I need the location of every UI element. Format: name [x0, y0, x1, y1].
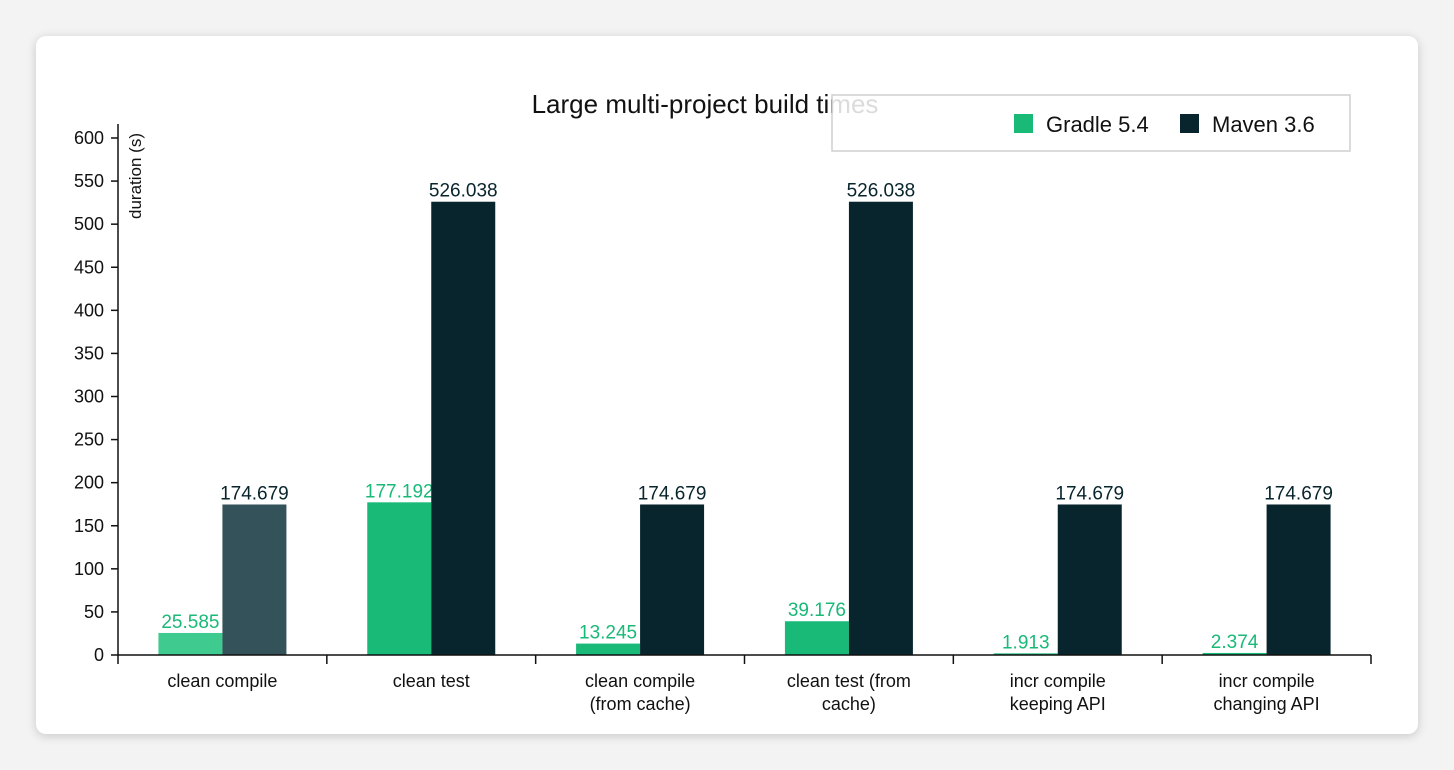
maven-bar[interactable]: [848, 201, 913, 655]
maven-value-label: 174.679: [1264, 483, 1333, 504]
y-tick-label: 100: [74, 559, 104, 579]
y-tick-label: 350: [74, 343, 104, 363]
bars-group: 25.585 174.679 177.192 526.038 13.245 174.679…: [158, 181, 1333, 655]
chart-card: Large multi-project build times Gradle 5…: [36, 36, 1418, 734]
y-tick-label: 150: [74, 516, 104, 536]
maven-value-label: 174.679: [638, 483, 707, 504]
maven-value-label: 526.038: [847, 181, 916, 202]
gradle-value-label: 2.374: [1211, 632, 1259, 653]
y-tick-label: 200: [74, 473, 104, 493]
gradle-value-label: 39.176: [788, 600, 846, 621]
gradle-bar[interactable]: [367, 502, 432, 655]
y-tick-label: 450: [74, 257, 104, 277]
x-category-label: clean test (from: [787, 671, 911, 691]
x-axis: clean compile clean test clean compile (fro…: [117, 654, 1372, 714]
x-category-label: keeping API: [1010, 694, 1106, 714]
maven-bar[interactable]: [1057, 504, 1122, 655]
x-category-label: clean compile: [167, 671, 277, 691]
legend: Gradle 5.4 Maven 3.6: [831, 94, 1351, 152]
chart-title: Large multi-project build times: [532, 89, 879, 119]
gradle-bar[interactable]: [576, 643, 641, 655]
y-tick-label: 600: [74, 128, 104, 148]
maven-bar[interactable]: [640, 504, 705, 655]
maven-value-label: 526.038: [429, 181, 498, 202]
x-category-label: incr compile: [1219, 671, 1315, 691]
legend-swatch-gradle[interactable]: [1014, 114, 1033, 133]
maven-value-label: 174.679: [1055, 483, 1124, 504]
y-tick-label: 0: [94, 645, 104, 665]
gradle-value-label: 13.245: [579, 623, 637, 644]
maven-value-label: 174.679: [220, 483, 289, 504]
x-category-label: cache): [822, 694, 876, 714]
bar-chart: Large multi-project build times Gradle 5…: [74, 89, 1372, 714]
y-axis: 0 50 100 150 200 250 300 350 400 450 500 550 600: [74, 124, 119, 665]
gradle-value-label: 1.913: [1002, 632, 1050, 653]
maven-bar[interactable]: [1266, 504, 1331, 655]
maven-bar[interactable]: [222, 504, 287, 655]
gradle-bar[interactable]: [158, 632, 223, 655]
x-category-label: (from cache): [590, 694, 691, 714]
legend-label-gradle[interactable]: Gradle 5.4: [1046, 112, 1149, 137]
gradle-bar[interactable]: [1202, 652, 1267, 655]
y-tick-label: 250: [74, 430, 104, 450]
gradle-value-label: 25.585: [161, 612, 219, 633]
x-category-label: changing API: [1214, 694, 1320, 714]
legend-label-maven[interactable]: Maven 3.6: [1212, 112, 1315, 137]
x-category-label: clean test: [393, 671, 470, 691]
gradle-value-label: 177.192: [365, 481, 434, 502]
y-tick-label: 400: [74, 300, 104, 320]
maven-bar[interactable]: [431, 201, 496, 655]
x-category-label: incr compile: [1010, 671, 1106, 691]
gradle-bar[interactable]: [784, 621, 849, 655]
x-category-label: clean compile: [585, 671, 695, 691]
y-tick-label: 500: [74, 214, 104, 234]
y-tick-label: 50: [84, 602, 104, 622]
y-tick-label: 550: [74, 171, 104, 191]
legend-swatch-maven[interactable]: [1180, 114, 1199, 133]
legend-box: [831, 94, 1351, 152]
y-axis-label: duration (s): [126, 133, 145, 219]
gradle-bar[interactable]: [993, 653, 1058, 655]
y-tick-label: 300: [74, 387, 104, 407]
